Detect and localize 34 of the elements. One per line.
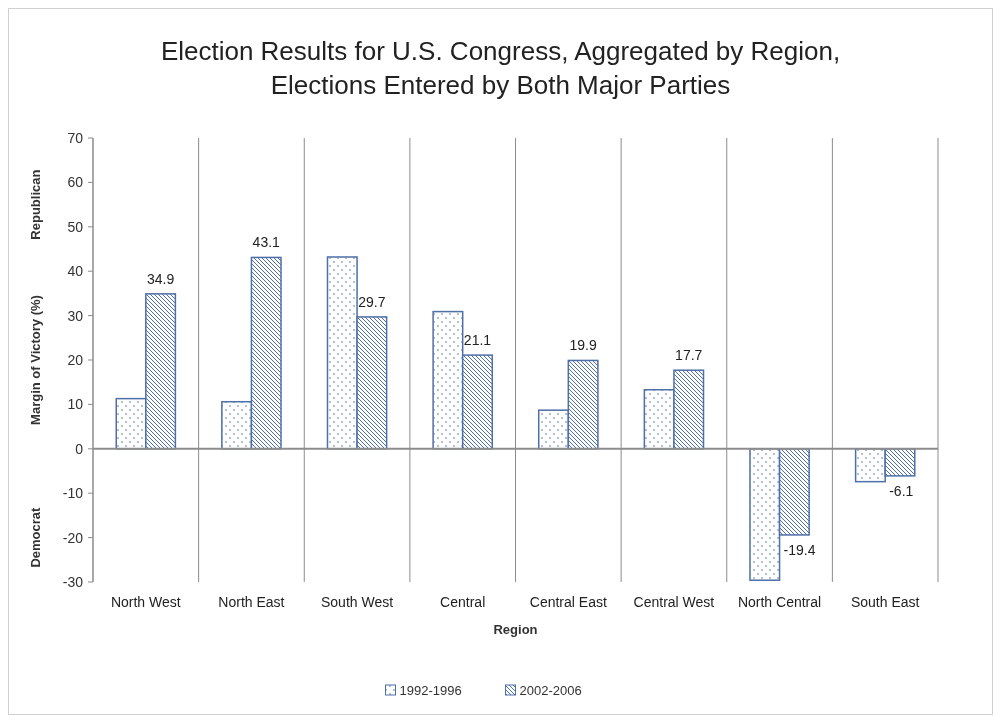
x-tick-label: North West [110, 594, 181, 610]
legend-label: 1992-1996 [399, 683, 462, 698]
y-tick-label: 50 [67, 218, 84, 235]
y-tick-label: 0 [75, 440, 84, 457]
data-label: -19.4 [783, 541, 816, 558]
y-tick-label: 70 [67, 130, 84, 146]
y-tick-label: 40 [67, 263, 84, 280]
y-tick-label: 10 [67, 396, 84, 413]
y-tick-label: 20 [67, 352, 84, 368]
data-label: 43.1 [252, 234, 281, 251]
data-label: 21.1 [463, 332, 492, 349]
chart-title: Election Results for U.S. Congress, Aggregated by Region, Elections Entered by Both Major Parties [160, 36, 841, 100]
x-tick-label: Central East [529, 594, 607, 610]
x-tick-label: Central West [633, 594, 715, 610]
x-axis-title: Region [493, 622, 538, 637]
data-label: 17.7 [675, 347, 703, 364]
y-tick-label: 60 [67, 174, 84, 191]
x-tick-label: South East [850, 594, 920, 610]
y-tick-label: -10 [62, 485, 84, 502]
x-tick-label: North Central [737, 594, 822, 610]
y-axis-title: Margin of Victory (%) [28, 295, 43, 425]
y-tick-label: -30 [62, 574, 84, 590]
y-tick-label: 30 [67, 307, 84, 324]
data-label: -6.1 [889, 482, 914, 499]
y-tick-label: -20 [62, 529, 84, 546]
data-label: 34.9 [146, 270, 175, 287]
text: Democrat [28, 506, 43, 568]
x-tick-label: North East [218, 594, 285, 610]
data-label: 19.9 [569, 337, 597, 354]
x-tick-label: Central [440, 594, 486, 610]
data-label: 29.7 [358, 293, 386, 310]
legend-label: 2002-2006 [519, 683, 582, 698]
text: Republican [28, 169, 43, 240]
x-tick-label: South West [321, 594, 394, 610]
